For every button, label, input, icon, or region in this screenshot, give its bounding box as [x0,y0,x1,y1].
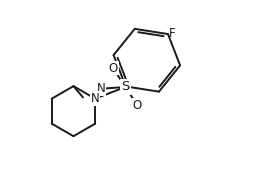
Text: F: F [169,27,176,40]
Text: O: O [108,62,118,74]
Text: N: N [97,82,105,95]
Text: S: S [121,81,130,93]
Text: N: N [91,92,100,105]
Text: O: O [133,99,142,112]
